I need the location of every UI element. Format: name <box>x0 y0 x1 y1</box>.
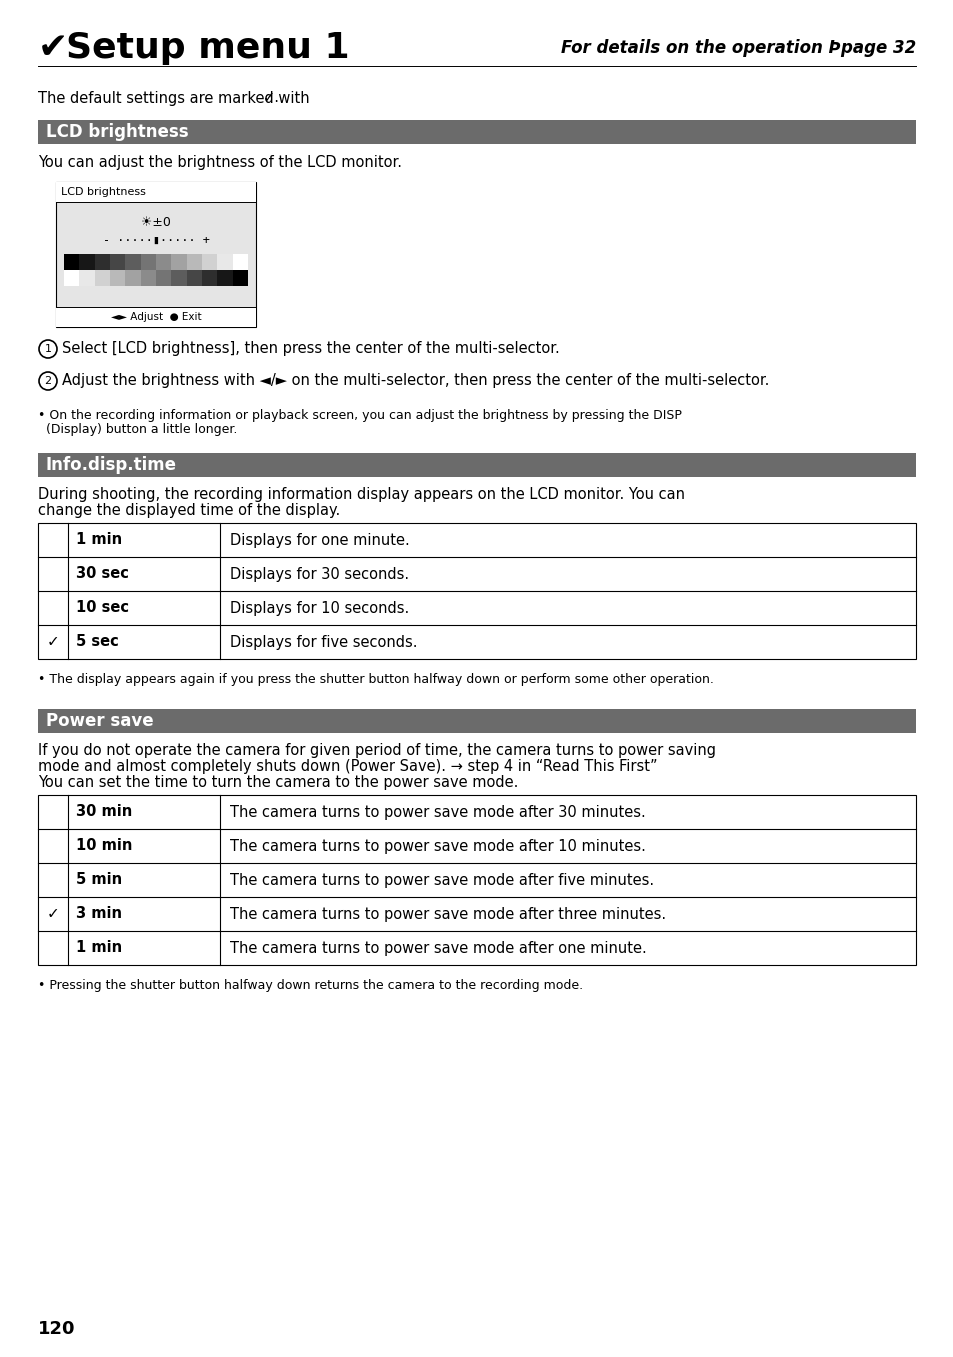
Bar <box>233 270 248 286</box>
Text: 2: 2 <box>45 376 51 385</box>
Bar <box>156 254 172 270</box>
Text: The camera turns to power save mode after five minutes.: The camera turns to power save mode afte… <box>230 873 654 887</box>
Text: ✔: ✔ <box>38 31 69 65</box>
Bar <box>110 254 126 270</box>
Text: 120: 120 <box>38 1320 75 1338</box>
Text: Adjust the brightness with ◄/► on the multi-selector, then press the center of t: Adjust the brightness with ◄/► on the mu… <box>62 373 768 388</box>
Text: For details on the operation Þpage 32: For details on the operation Þpage 32 <box>560 39 915 57</box>
Text: - ·····▮····· +: - ·····▮····· + <box>103 233 210 247</box>
Text: Setup menu 1: Setup menu 1 <box>66 31 349 65</box>
Bar <box>56 307 255 327</box>
Text: • The display appears again if you press the shutter button halfway down or perf: • The display appears again if you press… <box>38 673 713 687</box>
Text: During shooting, the recording information display appears on the LCD monitor. Y: During shooting, the recording informati… <box>38 487 684 502</box>
Bar <box>79 270 95 286</box>
Text: 1: 1 <box>45 345 51 354</box>
Text: Displays for one minute.: Displays for one minute. <box>230 532 410 547</box>
Bar <box>140 270 156 286</box>
Text: Displays for 10 seconds.: Displays for 10 seconds. <box>230 601 409 616</box>
Bar <box>125 270 141 286</box>
Text: • Pressing the shutter button halfway down returns the camera to the recording m: • Pressing the shutter button halfway do… <box>38 978 582 992</box>
Bar <box>172 270 187 286</box>
Text: 1 min: 1 min <box>76 940 122 955</box>
Text: ◄► Adjust  ● Exit: ◄► Adjust ● Exit <box>111 312 201 322</box>
Text: Info.disp.time: Info.disp.time <box>46 456 177 474</box>
Bar <box>38 453 915 478</box>
Text: 3 min: 3 min <box>76 906 122 921</box>
Bar <box>110 270 126 286</box>
Text: Displays for 30 seconds.: Displays for 30 seconds. <box>230 566 409 582</box>
Text: mode and almost completely shuts down (Power Save). → step 4 in “Read This First: mode and almost completely shuts down (P… <box>38 759 657 773</box>
Text: ✓: ✓ <box>47 635 59 650</box>
Text: 5 sec: 5 sec <box>76 635 118 650</box>
Text: LCD brightness: LCD brightness <box>61 187 146 197</box>
Text: You can adjust the brightness of the LCD monitor.: You can adjust the brightness of the LCD… <box>38 155 401 170</box>
Text: 10 min: 10 min <box>76 839 132 854</box>
Bar <box>94 254 111 270</box>
Text: 5 min: 5 min <box>76 873 122 887</box>
Bar <box>202 270 217 286</box>
Text: The default settings are marked with: The default settings are marked with <box>38 91 314 106</box>
Text: LCD brightness: LCD brightness <box>46 123 189 141</box>
Text: The camera turns to power save mode after 10 minutes.: The camera turns to power save mode afte… <box>230 839 645 854</box>
Text: change the displayed time of the display.: change the displayed time of the display… <box>38 503 340 518</box>
Bar <box>187 254 202 270</box>
Text: If you do not operate the camera for given period of time, the camera turns to p: If you do not operate the camera for giv… <box>38 744 716 759</box>
Text: Select [LCD brightness], then press the center of the multi-selector.: Select [LCD brightness], then press the … <box>62 342 559 357</box>
Bar <box>202 254 217 270</box>
Text: Displays for five seconds.: Displays for five seconds. <box>230 635 417 650</box>
Bar <box>94 270 111 286</box>
Text: The camera turns to power save mode after three minutes.: The camera turns to power save mode afte… <box>230 906 665 921</box>
Text: The camera turns to power save mode after 30 minutes.: The camera turns to power save mode afte… <box>230 805 645 820</box>
Bar <box>172 254 187 270</box>
Bar <box>56 182 255 327</box>
Text: The camera turns to power save mode after one minute.: The camera turns to power save mode afte… <box>230 940 646 955</box>
Text: 10 sec: 10 sec <box>76 601 129 616</box>
Text: ☀±0: ☀±0 <box>141 216 171 228</box>
Bar <box>217 254 233 270</box>
Text: ✓.: ✓. <box>263 91 280 106</box>
Bar <box>79 254 95 270</box>
Text: • On the recording information or playback screen, you can adjust the brightness: • On the recording information or playba… <box>38 408 681 422</box>
Text: 30 min: 30 min <box>76 805 132 820</box>
Bar <box>125 254 141 270</box>
Text: 1 min: 1 min <box>76 532 122 547</box>
Bar <box>38 708 915 733</box>
Text: ✓: ✓ <box>47 906 59 921</box>
Text: You can set the time to turn the camera to the power save mode.: You can set the time to turn the camera … <box>38 775 517 790</box>
Bar <box>233 254 248 270</box>
Bar <box>64 270 79 286</box>
Bar <box>56 182 255 202</box>
Bar <box>217 270 233 286</box>
Bar <box>38 119 915 144</box>
Text: Power save: Power save <box>46 712 153 730</box>
Bar <box>38 795 915 965</box>
Bar <box>140 254 156 270</box>
Bar <box>38 522 915 660</box>
Bar <box>187 270 202 286</box>
Text: (Display) button a little longer.: (Display) button a little longer. <box>46 423 237 436</box>
Bar <box>156 270 172 286</box>
Text: 30 sec: 30 sec <box>76 566 129 582</box>
Bar <box>64 254 79 270</box>
